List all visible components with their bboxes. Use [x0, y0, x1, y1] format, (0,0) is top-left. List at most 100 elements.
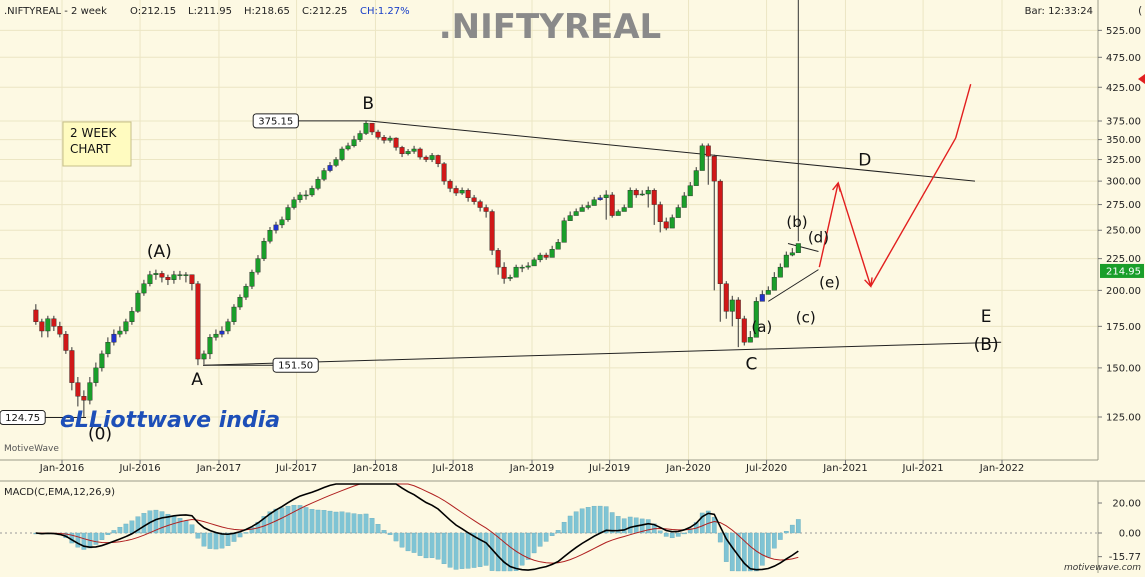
macd-bar: [507, 532, 513, 572]
candle-body: [231, 306, 237, 322]
wave-labels: (0) (A) A B C (a) (b) (c) (d) (e) D E (B): [88, 94, 999, 445]
macd-bar: [513, 532, 519, 571]
trendline-triangle-bottom: [768, 269, 819, 302]
macd-bar: [363, 513, 369, 534]
candle-body: [339, 148, 345, 160]
y-tick-label: 125.00: [1106, 413, 1141, 424]
macd-bar: [279, 507, 285, 534]
candle-body: [651, 190, 657, 205]
candle-body: [165, 277, 171, 280]
candle-body: [117, 330, 123, 335]
macd-bar: [561, 521, 567, 534]
candle-body: [351, 139, 357, 147]
macd-bar: [711, 516, 717, 534]
y-tick-label: 375.00: [1106, 117, 1141, 128]
candles: [33, 0, 801, 418]
candle-body: [135, 292, 141, 312]
macd-bar: [189, 524, 195, 534]
candle-body: [741, 318, 747, 343]
candle-body: [309, 188, 315, 196]
candle-body: [777, 266, 783, 278]
note-line1: 2 WEEK: [70, 126, 117, 140]
candle-body: [603, 194, 609, 198]
candle-body: [333, 159, 339, 166]
candle-body: [711, 156, 717, 182]
header-open: O:212.15: [130, 6, 176, 17]
macd-bar: [309, 509, 315, 534]
candle-body: [681, 195, 687, 208]
macd-bar: [741, 532, 747, 572]
macd-bar: [453, 532, 459, 570]
candle-body: [219, 330, 225, 335]
candle-body: [123, 321, 129, 332]
macd-bar: [669, 532, 675, 539]
y-tick-label: 275.00: [1106, 200, 1141, 211]
macd-axis: -15.77 0.00 20.00: [1098, 499, 1141, 563]
macd-bar: [315, 509, 321, 534]
candle-body: [633, 190, 639, 196]
candle-body: [63, 333, 69, 351]
x-tick-label: Jul-2017: [275, 463, 317, 474]
macd-bar: [495, 532, 501, 572]
macd-bar: [399, 532, 405, 548]
macd-bar: [321, 510, 327, 534]
candle-body: [321, 170, 327, 180]
macd-bar: [783, 531, 789, 534]
candle-body: [201, 353, 207, 360]
macd-bar: [213, 532, 219, 550]
candle-body: [285, 207, 291, 220]
projection-arrowhead-icon: [832, 181, 841, 192]
macd-bar: [777, 532, 783, 540]
macd-bar: [345, 512, 351, 534]
candle-body: [771, 277, 777, 291]
candle-body: [105, 341, 111, 355]
candle-body: [387, 137, 393, 141]
logo-brand: eLLiottwave india: [60, 408, 280, 433]
candle-body: [663, 221, 669, 229]
candle-body: [645, 190, 651, 195]
macd-bar: [483, 532, 489, 566]
wave-label: E: [981, 307, 992, 327]
candle-body: [393, 137, 399, 148]
callout-box: [272, 357, 319, 373]
candle-body: [207, 337, 213, 355]
header-change: CH:1.27%: [360, 6, 410, 17]
projection-segment: [955, 83, 972, 139]
macd-bar: [735, 532, 741, 572]
wave-label: A: [191, 370, 203, 390]
candle-body: [411, 148, 417, 152]
macd-bar: [621, 518, 627, 534]
macd-bar: [129, 520, 135, 534]
candle-body: [657, 204, 663, 222]
candle-body: [303, 194, 309, 197]
macd-bar: [525, 532, 531, 560]
candle-body: [297, 194, 303, 200]
candle-body: [69, 350, 75, 383]
candle-body: [723, 283, 729, 312]
macd-bar: [291, 504, 297, 534]
macd-bar: [207, 532, 213, 549]
macd-bar: [441, 532, 447, 565]
trendline-triangle-top: [787, 243, 819, 253]
macd-bar: [603, 506, 609, 534]
candle-body: [93, 367, 99, 383]
macd-bar: [195, 532, 201, 539]
macd-bar: [723, 532, 729, 562]
candle-body: [735, 299, 741, 319]
candle-body: [189, 274, 195, 284]
candle-body: [75, 382, 81, 397]
macd-bar: [183, 520, 189, 534]
macd-bar: [177, 518, 183, 534]
macd-bar: [237, 532, 243, 538]
candle-body: [369, 122, 375, 133]
candle-body: [627, 190, 633, 208]
candle-body: [789, 252, 795, 256]
macd-bar: [357, 514, 363, 534]
macd-title: MACD(C,EMA,12,26,9): [4, 487, 115, 498]
y-tick-label: 225.00: [1106, 254, 1141, 265]
price-axis: 125.00 150.00 175.00 200.00 225.00 250.00 275.…: [1098, 26, 1141, 424]
candle-body: [507, 277, 513, 279]
macd-bar: [411, 532, 417, 553]
